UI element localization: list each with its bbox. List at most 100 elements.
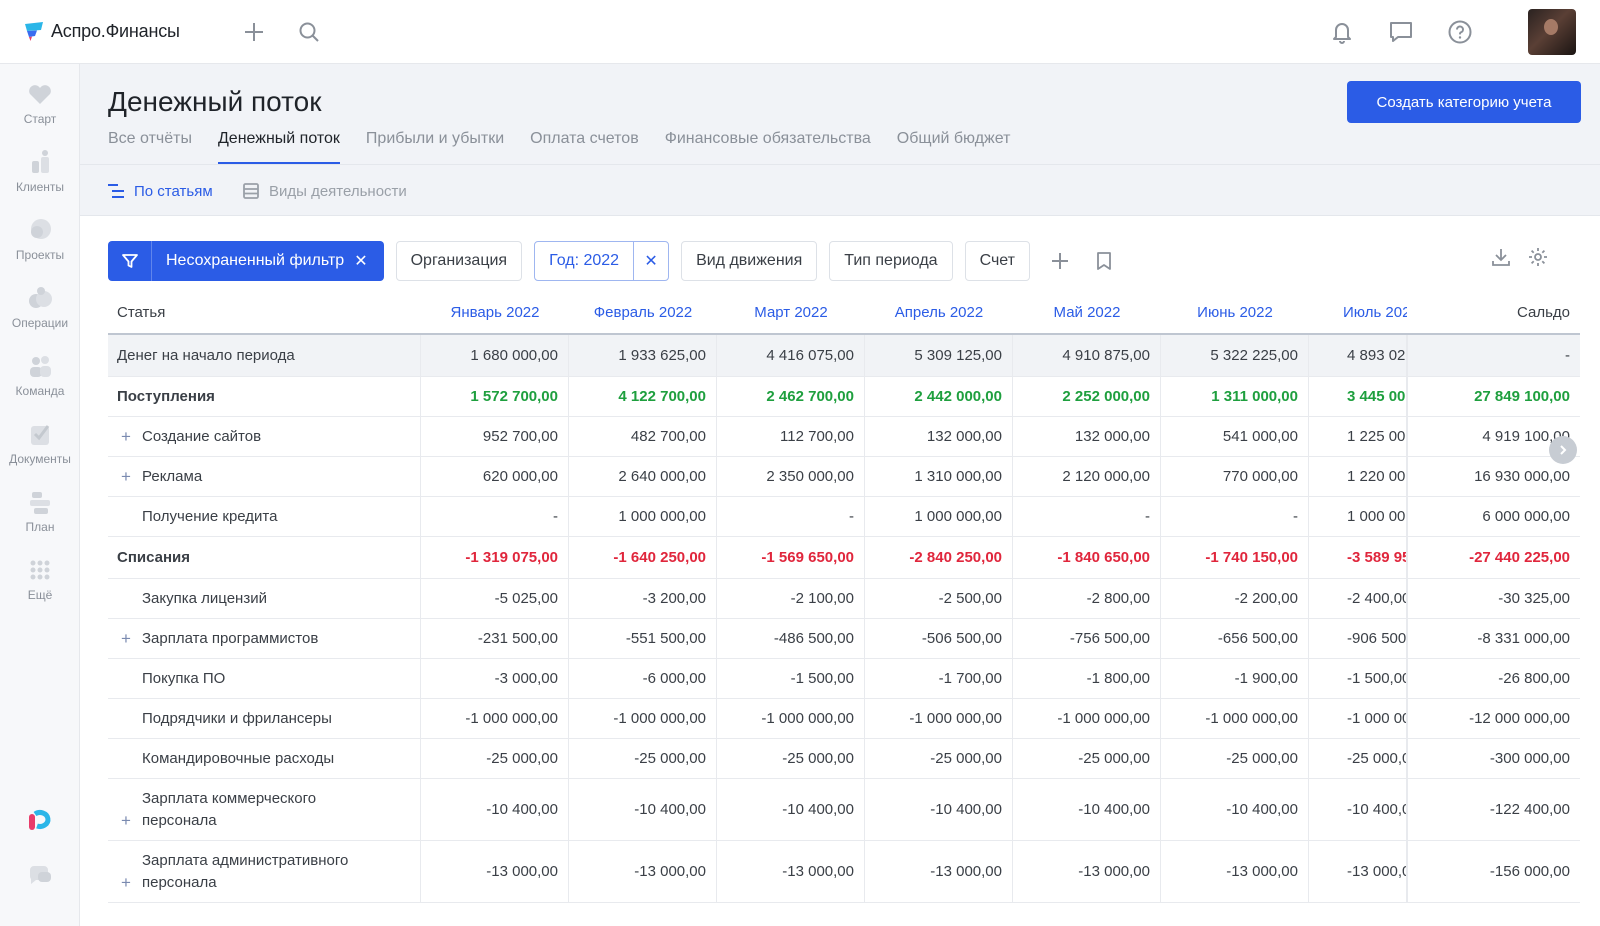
value-cell[interactable]: -1 000 000,00: [1309, 699, 1407, 738]
value-cell[interactable]: -13 000,00: [1309, 841, 1407, 902]
table-row[interactable]: Подрядчики и фрилансеры -1 000 000,00 -1 0…: [108, 699, 1580, 739]
value-cell[interactable]: -1 800,00: [1013, 659, 1161, 698]
value-cell[interactable]: -13 000,00: [1013, 841, 1161, 902]
value-cell[interactable]: 1 225 000,00: [1309, 417, 1407, 456]
table-row[interactable]: Денег на начало периода 1 680 000,00 1 933…: [108, 335, 1580, 377]
value-cell[interactable]: 1 572 700,00: [421, 377, 569, 416]
value-cell[interactable]: 2 462 700,00: [717, 377, 865, 416]
chat-icon[interactable]: [1387, 18, 1415, 46]
value-cell[interactable]: 4 893 025,00: [1309, 335, 1407, 376]
account-filter[interactable]: Счет: [964, 241, 1030, 281]
sidebar-item-team[interactable]: Команда: [0, 352, 80, 412]
tab-invoice-payment[interactable]: Оплата счетов: [530, 130, 639, 147]
balance-cell[interactable]: 4 919 100,00: [1407, 417, 1580, 456]
avatar[interactable]: [1528, 9, 1576, 55]
sidebar-item-documents[interactable]: Документы: [0, 420, 80, 480]
value-cell[interactable]: 1 000 000,00: [569, 497, 717, 536]
tab-general-budget[interactable]: Общий бюджет: [896, 130, 1011, 147]
add-filter-icon[interactable]: [1046, 247, 1074, 275]
create-category-button[interactable]: Создать категорию учета: [1347, 81, 1581, 123]
expand-plus-icon[interactable]: +: [121, 426, 131, 446]
table-row[interactable]: Поступления 1 572 700,00 4 122 700,00 2 462…: [108, 377, 1580, 417]
value-cell[interactable]: -10 400,00: [1013, 779, 1161, 840]
column-header-month[interactable]: Июль 2022: [1343, 303, 1407, 321]
value-cell[interactable]: -2 200,00: [1161, 579, 1309, 618]
value-cell[interactable]: -756 500,00: [1013, 619, 1161, 658]
value-cell[interactable]: -1 000 000,00: [1013, 699, 1161, 738]
expand-plus-icon[interactable]: +: [121, 466, 131, 486]
value-cell[interactable]: -1 319 075,00: [421, 537, 569, 578]
value-cell[interactable]: 1 933 625,00: [569, 335, 717, 376]
value-cell[interactable]: -: [1013, 497, 1161, 536]
value-cell[interactable]: -1 000 000,00: [421, 699, 569, 738]
table-row[interactable]: + Зарплата коммерческого персонала -10 400…: [108, 779, 1580, 841]
value-cell[interactable]: -1 569 650,00: [717, 537, 865, 578]
app-logo[interactable]: Аспро.Финансы: [23, 20, 180, 42]
column-header-month[interactable]: Июнь 2022: [1197, 303, 1273, 321]
value-cell[interactable]: -231 500,00: [421, 619, 569, 658]
value-cell[interactable]: -1 500,00: [1309, 659, 1407, 698]
value-cell[interactable]: -25 000,00: [865, 739, 1013, 778]
value-cell[interactable]: 2 350 000,00: [717, 457, 865, 496]
value-cell[interactable]: -13 000,00: [569, 841, 717, 902]
value-cell[interactable]: -25 000,00: [1013, 739, 1161, 778]
value-cell[interactable]: -1 740 150,00: [1161, 537, 1309, 578]
value-cell[interactable]: 2 640 000,00: [569, 457, 717, 496]
close-icon[interactable]: ✕: [354, 253, 368, 270]
value-cell[interactable]: 2 120 000,00: [1013, 457, 1161, 496]
value-cell[interactable]: -13 000,00: [717, 841, 865, 902]
value-cell[interactable]: -2 800,00: [1013, 579, 1161, 618]
value-cell[interactable]: -486 500,00: [717, 619, 865, 658]
tab-cash-flow[interactable]: Денежный поток: [217, 130, 340, 164]
value-cell[interactable]: -1 840 650,00: [1013, 537, 1161, 578]
value-cell[interactable]: -506 500,00: [865, 619, 1013, 658]
balance-cell[interactable]: -26 800,00: [1407, 659, 1580, 698]
balance-cell[interactable]: 6 000 000,00: [1407, 497, 1580, 536]
table-row[interactable]: + Зарплата административного персонала -13…: [108, 841, 1580, 903]
value-cell[interactable]: 482 700,00: [569, 417, 717, 456]
column-header-month[interactable]: Май 2022: [1053, 303, 1121, 321]
value-cell[interactable]: -25 000,00: [421, 739, 569, 778]
balance-cell[interactable]: 16 930 000,00: [1407, 457, 1580, 496]
scroll-right-icon[interactable]: [1549, 436, 1577, 464]
value-cell[interactable]: 1 310 000,00: [865, 457, 1013, 496]
balance-cell[interactable]: -122 400,00: [1407, 779, 1580, 840]
value-cell[interactable]: -1 900,00: [1161, 659, 1309, 698]
add-icon[interactable]: [240, 18, 268, 46]
value-cell[interactable]: -2 500,00: [865, 579, 1013, 618]
value-cell[interactable]: -10 400,00: [569, 779, 717, 840]
value-cell[interactable]: 4 910 875,00: [1013, 335, 1161, 376]
value-cell[interactable]: 5 322 225,00: [1161, 335, 1309, 376]
value-cell[interactable]: -13 000,00: [1161, 841, 1309, 902]
bookmark-icon[interactable]: [1090, 247, 1118, 275]
value-cell[interactable]: -25 000,00: [1309, 739, 1407, 778]
value-cell[interactable]: 1 680 000,00: [421, 335, 569, 376]
table-row[interactable]: + Реклама 620 000,00 2 640 000,00 2 350 000,…: [108, 457, 1580, 497]
value-cell[interactable]: 112 700,00: [717, 417, 865, 456]
table-row[interactable]: Получение кредита -1 000 000,00-1 000 000…: [108, 497, 1580, 537]
organization-filter[interactable]: Организация: [395, 241, 523, 281]
download-icon[interactable]: [1490, 246, 1512, 273]
tab-profit-loss[interactable]: Прибыли и убытки: [365, 130, 505, 147]
value-cell[interactable]: -1 000 000,00: [1161, 699, 1309, 738]
value-cell[interactable]: -1 000 000,00: [569, 699, 717, 738]
balance-cell[interactable]: -12 000 000,00: [1407, 699, 1580, 738]
value-cell[interactable]: -656 500,00: [1161, 619, 1309, 658]
value-cell[interactable]: -2 100,00: [717, 579, 865, 618]
value-cell[interactable]: 952 700,00: [421, 417, 569, 456]
table-row[interactable]: Списания -1 319 075,00 -1 640 250,00 -1 569…: [108, 537, 1580, 579]
expand-plus-icon[interactable]: +: [121, 811, 131, 830]
sidebar-item-start[interactable]: Старт: [0, 80, 80, 140]
value-cell[interactable]: 5 309 125,00: [865, 335, 1013, 376]
value-cell[interactable]: 2 252 000,00: [1013, 377, 1161, 416]
value-cell[interactable]: -13 000,00: [421, 841, 569, 902]
value-cell[interactable]: -10 400,00: [1161, 779, 1309, 840]
value-cell[interactable]: 1 220 000,00: [1309, 457, 1407, 496]
expand-plus-icon[interactable]: +: [121, 628, 131, 648]
value-cell[interactable]: -906 500,00: [1309, 619, 1407, 658]
value-cell[interactable]: -10 400,00: [865, 779, 1013, 840]
value-cell[interactable]: -13 000,00: [865, 841, 1013, 902]
value-cell[interactable]: -1 640 250,00: [569, 537, 717, 578]
value-cell[interactable]: -: [717, 497, 865, 536]
value-cell[interactable]: -551 500,00: [569, 619, 717, 658]
